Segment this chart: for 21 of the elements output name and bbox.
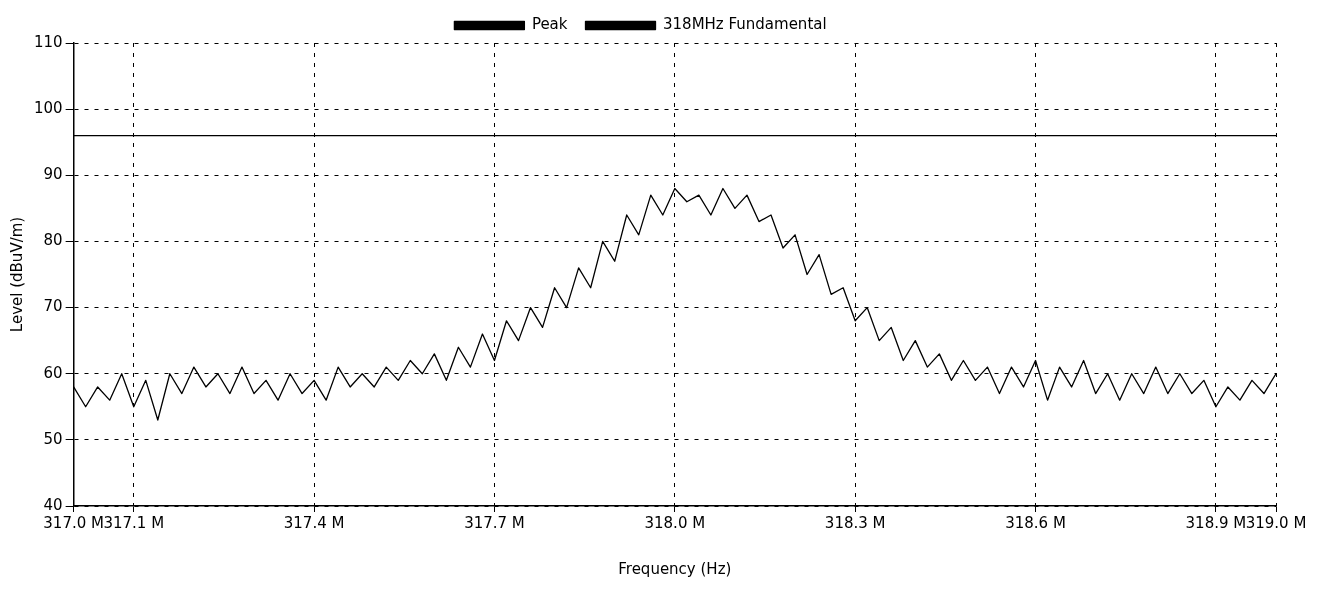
y-tick-label: 90 [43,165,63,184]
x-tick-label: 317.1 M [103,513,165,532]
x-axis-title: Frequency (Hz) [618,559,732,578]
x-tick-label: 317.4 M [283,513,345,532]
y-tick-label: 50 [43,429,63,448]
x-tick-label: 319.0 M [1245,513,1307,532]
x-tick-label: 318.3 M [824,513,886,532]
y-tick-label: 70 [43,297,63,316]
y-tick-label: 40 [43,495,63,514]
x-tick-label: 318.9 M [1185,513,1247,532]
y-axis-title: Level (dBuV/m) [7,216,26,333]
y-tick-label: 80 [43,231,63,250]
x-tick-label: 318.0 M [644,513,706,532]
x-tick-label: 317.7 M [464,513,525,532]
y-tick-label: 100 [33,99,63,118]
x-tick-label: 317.0 M [43,513,104,532]
y-tick-label: 110 [33,32,63,51]
legend-label: Peak [531,15,568,34]
legend-label: 318MHz Fundamental [663,15,827,34]
y-tick-label: 60 [43,363,63,382]
x-tick-label: 318.6 M [1005,513,1066,532]
